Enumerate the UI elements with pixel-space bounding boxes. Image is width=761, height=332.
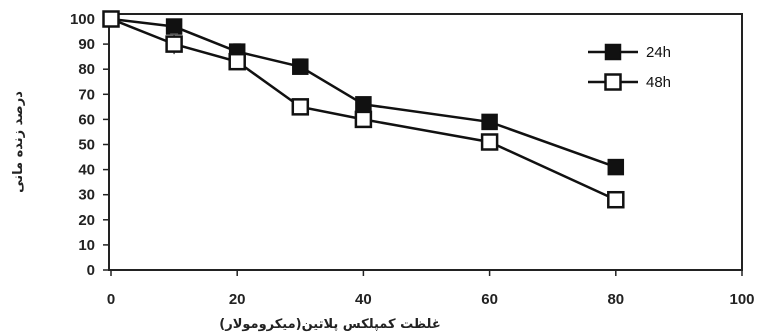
- data-point: [481, 113, 498, 131]
- plot-frame: [108, 13, 743, 271]
- x-tick-label: 100: [729, 291, 754, 308]
- legend-item: 24h: [588, 43, 671, 61]
- x-tick-label: 0: [107, 291, 115, 308]
- y-tick-label: 30: [78, 187, 95, 204]
- x-tick-label: 20: [229, 291, 246, 308]
- legend-label: 48h: [646, 74, 671, 91]
- legend-item: 48h: [588, 73, 671, 91]
- y-tick-label: 50: [78, 137, 95, 154]
- data-point: [355, 96, 372, 113]
- legend: 24h 48h: [588, 43, 671, 91]
- data-point: [102, 10, 120, 28]
- data-point: [291, 98, 310, 116]
- series-line: [110, 17, 617, 169]
- x-tick-label: 40: [355, 291, 372, 308]
- data-point: [354, 110, 373, 129]
- data-point: [165, 35, 183, 53]
- series-48h: [102, 10, 625, 209]
- y-tick-label: 20: [78, 212, 95, 229]
- y-axis-title: درصد زنده مانی: [11, 91, 26, 193]
- data-point: [607, 158, 625, 176]
- y-axis-ticks: 0 10 20 30 40 50 60 70 80 90 100: [70, 11, 109, 279]
- y-tick-label: 80: [78, 61, 95, 78]
- y-tick-label: 90: [78, 36, 95, 53]
- y-tick-label: 0: [87, 262, 95, 279]
- series-layer: [102, 10, 625, 209]
- legend-marker: [604, 73, 622, 91]
- x-axis-title: غلظت کمپلکس پلاتین(میکرومولار): [219, 317, 440, 332]
- legend-marker: [604, 43, 622, 61]
- data-point: [480, 133, 499, 151]
- legend-label: 24h: [646, 44, 671, 61]
- x-tick-label: 60: [481, 291, 498, 308]
- y-tick-label: 100: [70, 11, 95, 28]
- x-tick-label: 80: [607, 291, 624, 308]
- x-axis-ticks: 0 20 40 60 80 100: [107, 270, 755, 308]
- y-tick-label: 40: [78, 162, 95, 179]
- data-point: [228, 52, 246, 71]
- y-tick-label: 70: [78, 86, 95, 103]
- data-point: [292, 58, 309, 75]
- y-tick-label: 60: [78, 111, 95, 128]
- data-point: [607, 190, 625, 209]
- y-tick-label: 10: [78, 237, 95, 254]
- data-point: [165, 18, 183, 35]
